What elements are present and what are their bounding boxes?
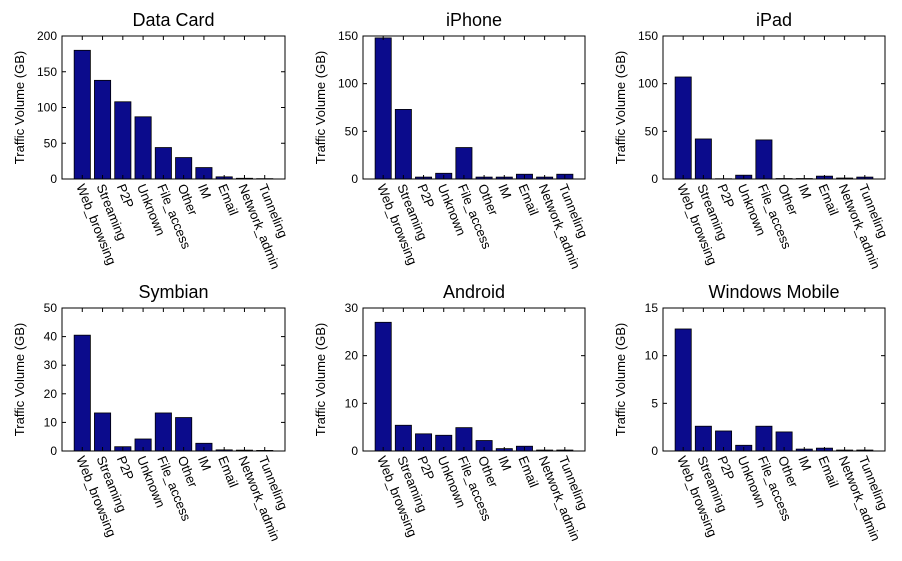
bar-unknown bbox=[134, 116, 152, 180]
y-tick-label: 40 bbox=[44, 330, 58, 344]
bar-file-access bbox=[455, 147, 473, 180]
y-axis-label: Traffic Volume (GB) bbox=[313, 51, 328, 164]
bar-streaming bbox=[94, 412, 112, 452]
chart-panel: 0102030Web_browsingStreamingP2PUnknownFi… bbox=[313, 282, 591, 543]
y-tick-label: 15 bbox=[645, 301, 659, 315]
y-tick-label: 20 bbox=[44, 387, 58, 401]
chart-title: Android bbox=[443, 282, 505, 302]
y-tick-label: 50 bbox=[645, 124, 659, 138]
chart-panel: 050100150200Web_browsingStreamingP2PUnkn… bbox=[12, 10, 291, 271]
y-tick-label: 10 bbox=[44, 415, 58, 429]
bar-web-browsing bbox=[374, 37, 392, 180]
bar-streaming bbox=[394, 109, 412, 180]
y-tick-label: 30 bbox=[345, 301, 359, 315]
y-axis-label: Traffic Volume (GB) bbox=[613, 323, 628, 436]
bar-streaming bbox=[94, 79, 112, 180]
y-tick-label: 10 bbox=[345, 396, 359, 410]
y-tick-label: 100 bbox=[338, 77, 358, 91]
x-tick-label: IM bbox=[495, 182, 514, 201]
bar-file-access bbox=[154, 147, 172, 180]
y-tick-label: 20 bbox=[345, 349, 359, 363]
y-tick-label: 150 bbox=[338, 29, 358, 43]
axis-box bbox=[662, 307, 886, 452]
y-tick-label: 150 bbox=[638, 29, 658, 43]
chart-panel: 050100150Web_browsingStreamingP2PUnknown… bbox=[313, 10, 591, 271]
y-axis-label: Traffic Volume (GB) bbox=[12, 323, 27, 436]
y-tick-label: 50 bbox=[44, 136, 58, 150]
chart-title: Windows Mobile bbox=[708, 282, 839, 302]
x-tick-label: IM bbox=[495, 454, 514, 473]
chart-panel: 050100150Web_browsingStreamingP2PUnknown… bbox=[613, 10, 891, 271]
bar-streaming bbox=[694, 138, 712, 180]
x-tick-label: IM bbox=[795, 454, 814, 473]
chart-panel: 051015Web_browsingStreamingP2PUnknownFil… bbox=[613, 282, 891, 543]
bar-file-access bbox=[755, 139, 773, 180]
bar-web-browsing bbox=[374, 321, 392, 452]
y-tick-label: 0 bbox=[50, 172, 57, 186]
axis-box bbox=[362, 307, 586, 452]
y-axis-label: Traffic Volume (GB) bbox=[313, 323, 328, 436]
chart-panel: 01020304050Web_browsingStreamingP2PUnkno… bbox=[12, 282, 291, 543]
chart-title: Symbian bbox=[138, 282, 208, 302]
x-tick-label: IM bbox=[195, 182, 214, 201]
y-tick-label: 0 bbox=[651, 172, 658, 186]
bar-web-browsing bbox=[674, 76, 692, 180]
axis-box bbox=[662, 35, 886, 180]
y-tick-label: 150 bbox=[37, 65, 57, 79]
y-tick-label: 5 bbox=[651, 396, 658, 410]
bar-web-browsing bbox=[73, 334, 91, 452]
y-tick-label: 30 bbox=[44, 358, 58, 372]
y-tick-label: 200 bbox=[37, 29, 57, 43]
bar-file-access bbox=[154, 412, 172, 452]
y-tick-label: 50 bbox=[44, 301, 58, 315]
y-tick-label: 0 bbox=[351, 444, 358, 458]
y-tick-label: 50 bbox=[345, 124, 359, 138]
bar-p2p bbox=[114, 101, 132, 180]
y-axis-label: Traffic Volume (GB) bbox=[12, 51, 27, 164]
y-tick-label: 10 bbox=[645, 349, 659, 363]
x-tick-label: IM bbox=[195, 454, 214, 473]
chart-title: iPhone bbox=[446, 10, 502, 30]
y-tick-label: 100 bbox=[638, 77, 658, 91]
chart-title: Data Card bbox=[132, 10, 214, 30]
bar-web-browsing bbox=[674, 328, 692, 452]
bar-other bbox=[175, 417, 193, 452]
axis-box bbox=[61, 307, 286, 452]
y-tick-label: 0 bbox=[351, 172, 358, 186]
y-axis-label: Traffic Volume (GB) bbox=[613, 51, 628, 164]
y-tick-label: 100 bbox=[37, 101, 57, 115]
x-tick-label: IM bbox=[795, 182, 814, 201]
bar-web-browsing bbox=[73, 49, 91, 180]
y-tick-label: 0 bbox=[651, 444, 658, 458]
axis-box bbox=[362, 35, 586, 180]
y-tick-label: 0 bbox=[50, 444, 57, 458]
chart-title: iPad bbox=[756, 10, 792, 30]
